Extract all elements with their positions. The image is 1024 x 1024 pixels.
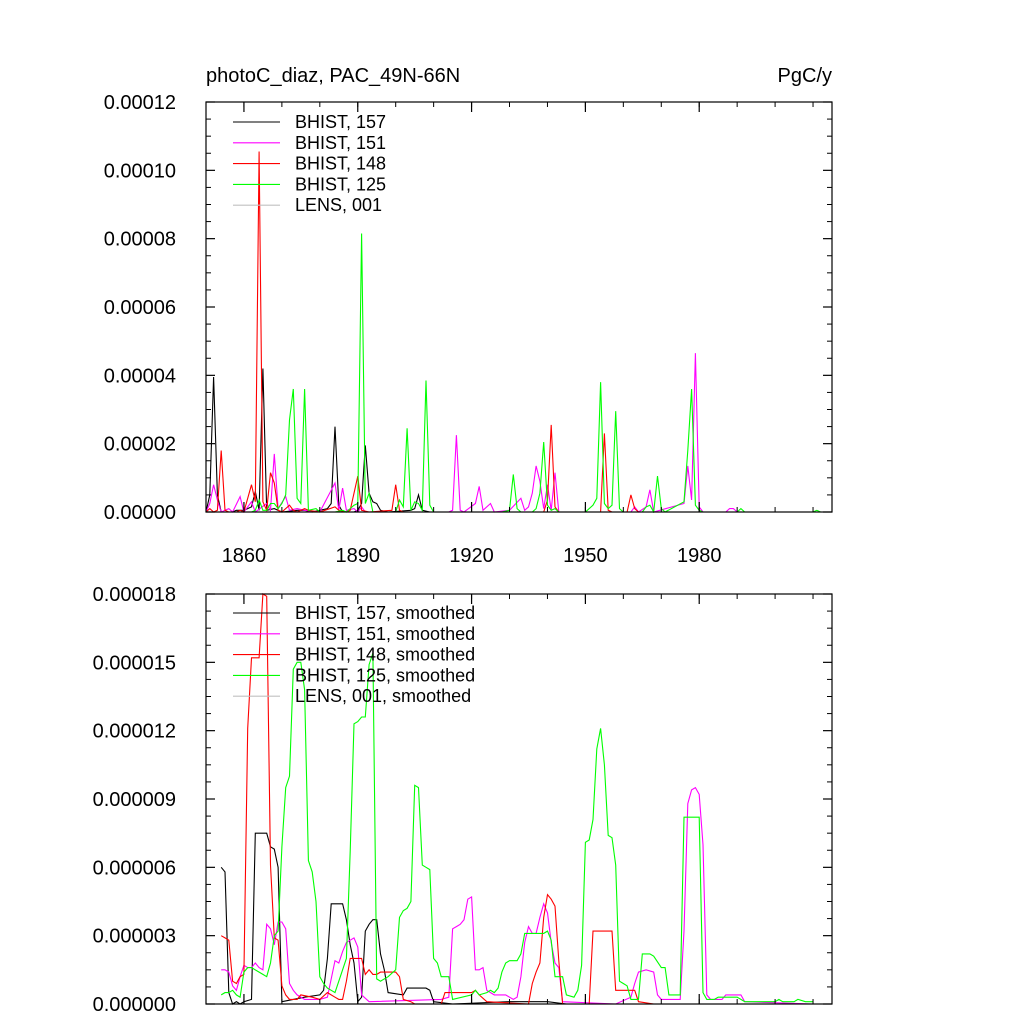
y-tick-label: 0.000003	[93, 926, 176, 948]
legend-label-5: LENS, 001, smoothed	[295, 686, 471, 706]
y-tick-label: 0.00004	[104, 365, 176, 387]
legend-label-1: BHIST, 157, smoothed	[295, 603, 475, 623]
y-tick-label: 0.000000	[93, 994, 176, 1016]
y-tick-label: 0.00010	[104, 160, 176, 182]
series-line-1	[220, 832, 813, 1005]
y-tick-label: 0.00012	[104, 92, 176, 114]
y-tick-label: 0.00008	[104, 229, 176, 251]
x-tick-label: 1860	[222, 545, 267, 567]
legend-label-4: BHIST, 125	[295, 174, 386, 194]
legend-label-2: BHIST, 151	[295, 133, 386, 153]
series-line-4	[220, 653, 813, 1003]
y-tick-label: 0.000018	[93, 584, 176, 606]
y-tick-label: 0.00002	[104, 434, 176, 456]
x-tick-label: 1890	[336, 545, 381, 567]
legend-label-4: BHIST, 125, smoothed	[295, 665, 475, 685]
y-tick-label: 0.00000	[104, 502, 176, 524]
chart-panel-2: 0.000000 0.000003 0.000006 0.000009 0.000012…	[93, 584, 833, 1016]
y-tick-label: 0.000006	[93, 857, 176, 879]
y-tick-label: 0.00006	[104, 297, 176, 319]
legend-label-2: BHIST, 151, smoothed	[295, 624, 475, 644]
x-tick-label: 1980	[677, 545, 722, 567]
chart-units: PgC/y	[778, 65, 832, 87]
legend-label-1: BHIST, 157	[295, 112, 386, 132]
chart-panel-1: photoC_diaz, PAC_49N-66N PgC/y 0.00000 0.00…	[104, 65, 833, 567]
y-tick-label: 0.000015	[93, 652, 176, 674]
legend-label-5: LENS, 001	[295, 195, 382, 215]
x-tick-label: 1950	[563, 545, 608, 567]
y-tick-label: 0.000012	[93, 721, 176, 743]
y-tick-label: 0.000009	[93, 789, 176, 811]
series-line-2	[221, 786, 814, 1005]
legend-label-3: BHIST, 148	[295, 154, 386, 174]
series-line-4	[206, 233, 821, 513]
legend-label-3: BHIST, 148, smoothed	[295, 645, 475, 665]
x-tick-label: 1920	[449, 545, 494, 567]
chart-title: photoC_diaz, PAC_49N-66N	[206, 65, 460, 87]
